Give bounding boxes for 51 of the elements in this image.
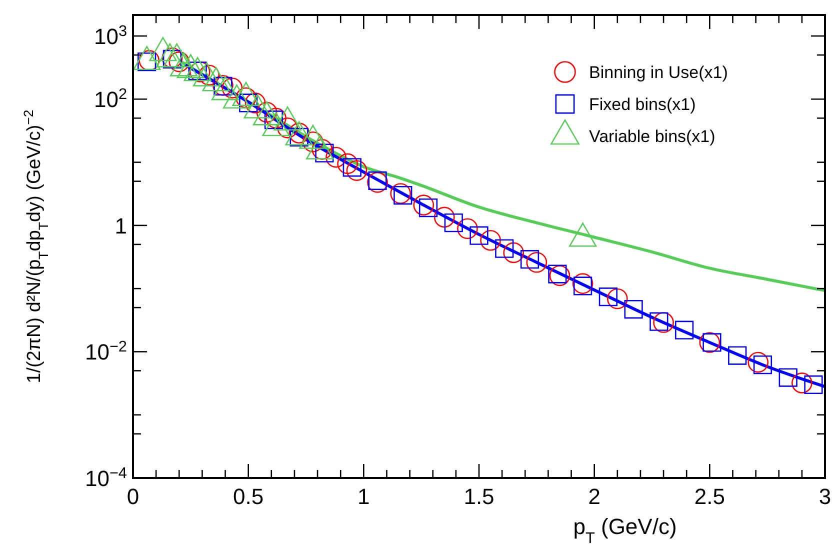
point: [549, 265, 570, 286]
point: [699, 332, 720, 353]
point: [573, 276, 592, 296]
point: [337, 153, 358, 174]
point: [650, 312, 668, 331]
point: [457, 218, 478, 240]
x-tick-label: 0: [126, 484, 140, 509]
point: [572, 273, 594, 294]
point: [520, 250, 540, 269]
point: [598, 288, 618, 306]
y-tick-label: 10$^{−2}$: [84, 338, 127, 365]
point: [346, 160, 368, 181]
point: [653, 312, 674, 333]
point: [413, 194, 434, 216]
x-axis-title: p$_{T}$ (GeV/c): [573, 514, 677, 546]
point: [480, 230, 501, 251]
x-tick-label: 0.5: [233, 484, 264, 509]
x-tick-label: 1: [358, 484, 370, 509]
point: [804, 375, 823, 394]
point: [390, 183, 411, 204]
point: [702, 333, 722, 352]
point: [394, 186, 412, 205]
x-tick-label: 2: [588, 484, 600, 509]
point: [748, 352, 769, 373]
y-tick-label: 10$^{2}$: [94, 86, 127, 112]
point: [470, 226, 488, 245]
point: [624, 300, 643, 319]
x-tick-label: 3: [818, 484, 832, 509]
point: [792, 372, 812, 394]
y-tick-label: 10$^{−4}$: [84, 464, 128, 491]
y-tick-label: 1: [114, 213, 127, 238]
point: [753, 356, 772, 374]
point: [495, 239, 514, 258]
point: [503, 242, 524, 264]
x-tick-label: 2.5: [694, 484, 725, 509]
point: [342, 158, 362, 177]
point: [606, 288, 628, 310]
y-tick-label: 10$^{3}$: [94, 22, 127, 49]
point: [728, 346, 747, 365]
point: [526, 252, 548, 273]
point: [674, 320, 694, 340]
point: [418, 198, 438, 218]
x-tick-label: 1.5: [464, 484, 494, 509]
point: [548, 264, 567, 284]
point: [444, 214, 463, 232]
legend-label: Variable bins(x1): [589, 127, 716, 146]
point: [434, 206, 455, 228]
legend-label: Binning in Use(x1): [589, 63, 728, 82]
point: [326, 146, 346, 168]
legend-label: Fixed bins(x1): [589, 95, 696, 114]
point: [778, 368, 798, 387]
